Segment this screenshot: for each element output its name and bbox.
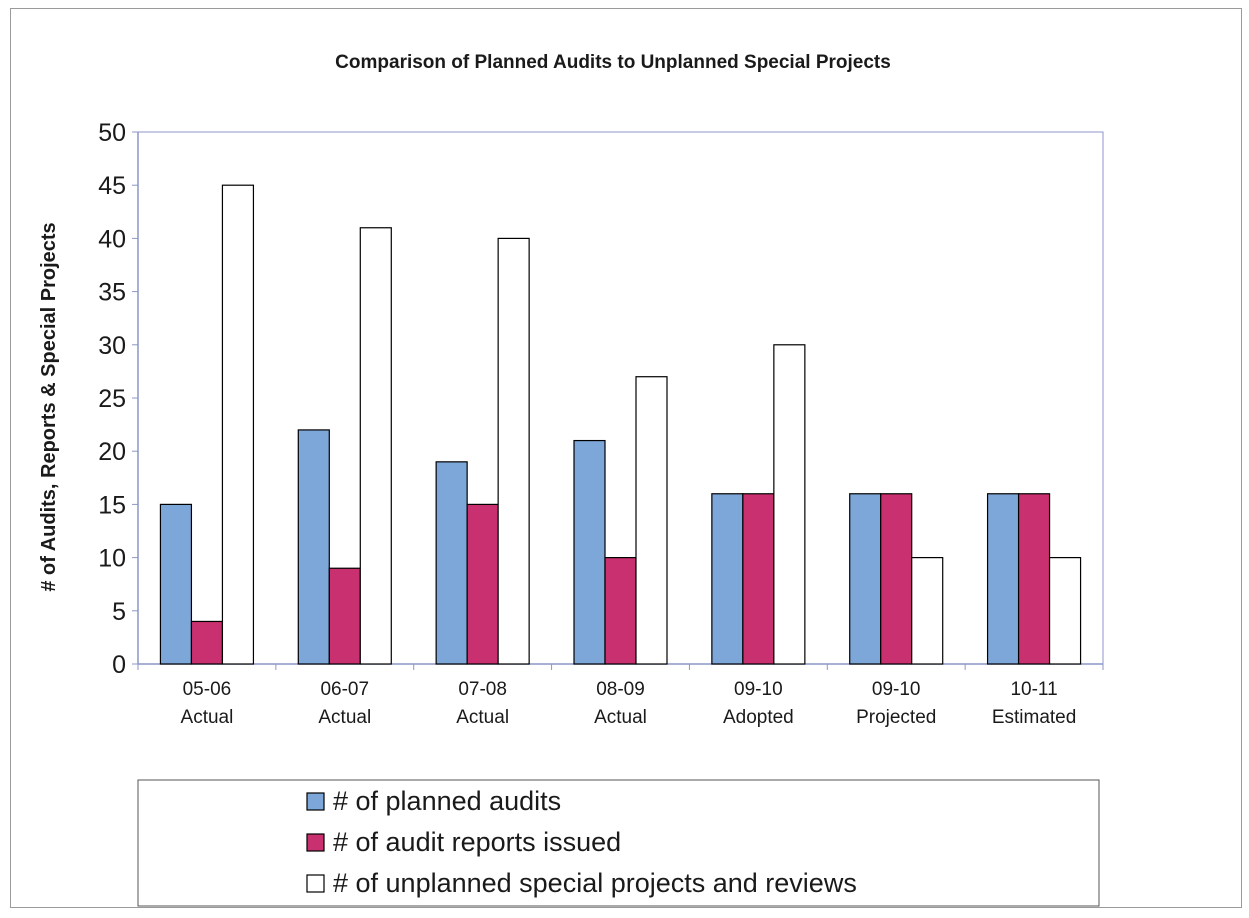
bar: [986, 493, 1020, 665]
y-tick-label: 30: [98, 332, 126, 360]
bar: [1017, 493, 1051, 665]
bar: [159, 503, 193, 665]
y-tick-label: 40: [98, 225, 126, 253]
x-tick-label: 06-07: [320, 679, 369, 700]
x-tick-label: 05-06: [183, 679, 232, 700]
y-tick-label: 50: [98, 119, 126, 147]
bar: [849, 493, 882, 665]
bar: [221, 184, 255, 665]
y-axis-label: # of Audits, Reports & Special Projects: [38, 222, 60, 591]
bar: [297, 429, 330, 665]
y-tick-label: 10: [98, 545, 126, 573]
legend-swatch: [306, 874, 325, 893]
y-tick-label: 45: [98, 172, 126, 200]
bar: [435, 461, 468, 665]
legend-label: # of unplanned special projects and revi…: [333, 868, 857, 898]
chart-title: Comparison of Planned Audits to Unplanne…: [335, 52, 891, 73]
x-tick-label: Actual: [456, 707, 509, 728]
bar: [635, 376, 668, 665]
legend: # of planned audits # of audit reports is…: [137, 779, 1100, 907]
bar: [773, 344, 806, 665]
bar: [604, 556, 637, 665]
y-tick-label: 25: [98, 385, 126, 413]
x-tick-label: 09-10: [872, 679, 921, 700]
legend-label: # of planned audits: [333, 786, 561, 816]
x-tick-label: 09-10: [734, 679, 783, 700]
x-tick-label: Projected: [856, 707, 936, 728]
bar: [911, 556, 944, 665]
bar: [880, 493, 913, 665]
y-tick-label: 0: [112, 651, 126, 679]
y-tick-label: 15: [98, 491, 126, 519]
bar: [328, 567, 361, 665]
legend-box: [137, 779, 1100, 907]
chart: Comparison of Planned Audits to Unplanne…: [38, 52, 1104, 907]
bar: [711, 493, 744, 665]
bar: [1048, 556, 1082, 665]
x-tick-label: Adopted: [723, 707, 794, 728]
x-tick-label: Actual: [594, 707, 647, 728]
x-tick-label: Actual: [181, 707, 234, 728]
bar: [573, 439, 606, 665]
bar: [497, 237, 530, 665]
plot-area: 0 5 10 15 20 25 30 35 40 45 50 05-06 Actual 06-07 Actu…: [98, 119, 1104, 728]
y-tick-label: 35: [98, 279, 126, 307]
x-tick-label: 08-09: [596, 679, 645, 700]
x-tick-label: 07-08: [458, 679, 507, 700]
bar: [190, 620, 224, 665]
bar: [466, 503, 499, 665]
x-tick-label: Estimated: [992, 707, 1076, 728]
legend-swatch: [306, 792, 325, 811]
legend-label: # of audit reports issued: [333, 827, 621, 857]
chart-frame: Comparison of Planned Audits to Unplanne…: [10, 8, 1242, 908]
bar: [742, 493, 775, 665]
y-tick-label: 5: [112, 598, 126, 626]
y-tick-label: 20: [98, 438, 126, 466]
legend-swatch: [306, 833, 325, 852]
bar: [359, 227, 392, 665]
x-tick-label: 10-11: [1010, 679, 1057, 700]
x-tick-label: Actual: [318, 707, 371, 728]
